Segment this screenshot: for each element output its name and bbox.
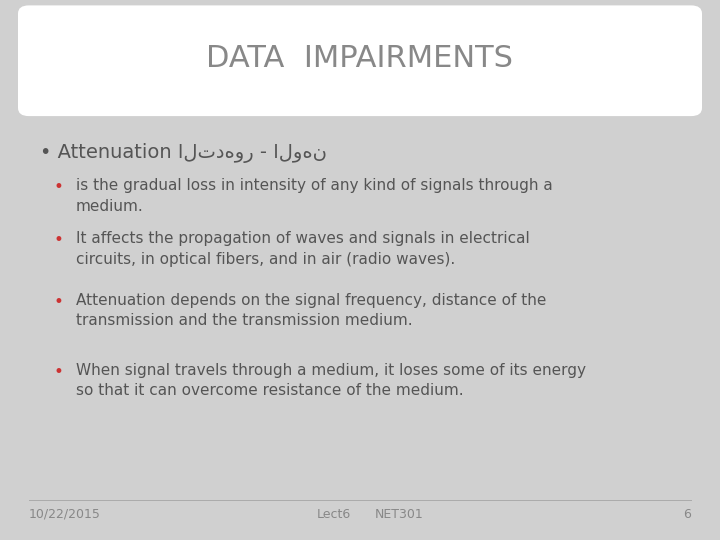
Text: DATA  IMPAIRMENTS: DATA IMPAIRMENTS (207, 44, 513, 73)
Text: NET301: NET301 (374, 508, 423, 521)
FancyBboxPatch shape (18, 5, 702, 116)
Text: It affects the propagation of waves and signals in electrical
circuits, in optic: It affects the propagation of waves and … (76, 231, 529, 267)
Text: • Attenuation التدهور - الوهن: • Attenuation التدهور - الوهن (40, 143, 327, 163)
Text: Lect6: Lect6 (317, 508, 351, 521)
Text: 6: 6 (683, 508, 691, 521)
Text: •: • (54, 363, 64, 381)
Text: Attenuation depends on the signal frequency, distance of the
transmission and th: Attenuation depends on the signal freque… (76, 293, 546, 328)
Text: When signal travels through a medium, it loses some of its energy
so that it can: When signal travels through a medium, it… (76, 363, 585, 399)
Text: •: • (54, 231, 64, 249)
Text: is the gradual loss in intensity of any kind of signals through a
medium.: is the gradual loss in intensity of any … (76, 178, 552, 214)
Text: 10/22/2015: 10/22/2015 (29, 508, 101, 521)
Text: •: • (54, 293, 64, 310)
Text: •: • (54, 178, 64, 196)
